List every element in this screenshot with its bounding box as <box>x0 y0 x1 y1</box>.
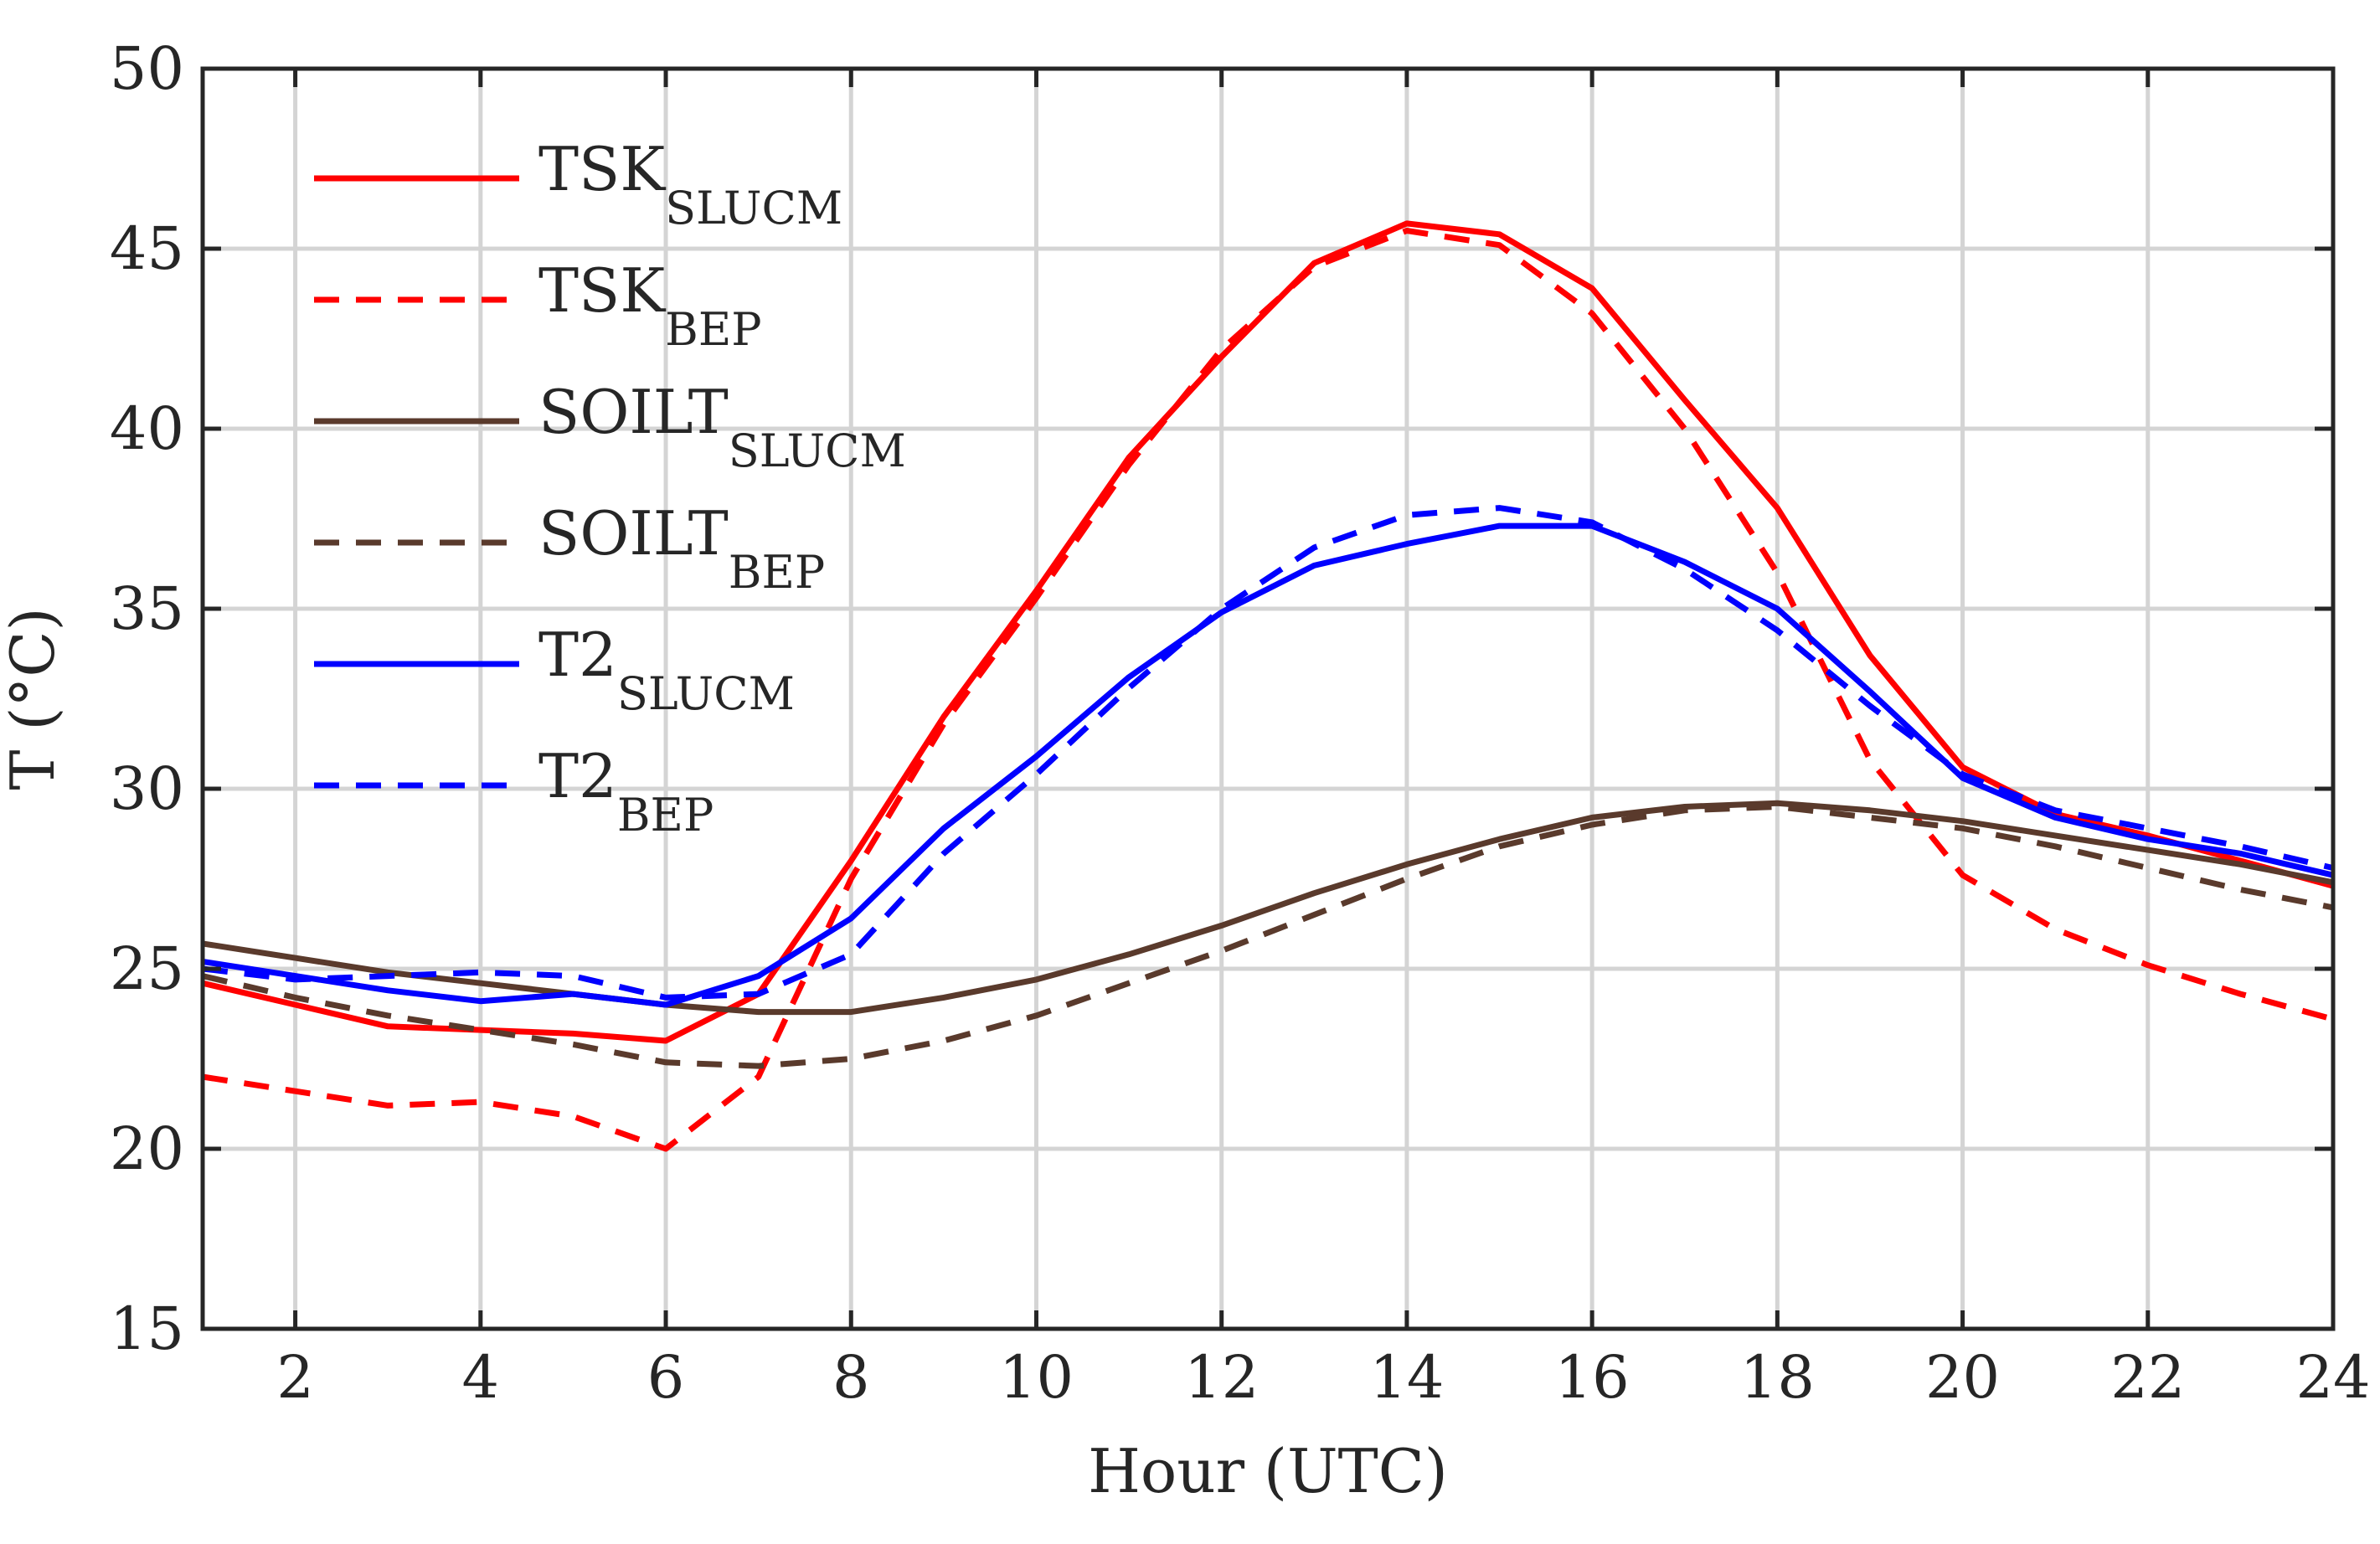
axes-box <box>200 66 2336 1331</box>
y-tick-label: 20 <box>110 1114 184 1183</box>
legend-label: TSKSLUCM <box>538 134 842 234</box>
legend-name: SOILT <box>538 498 729 569</box>
series-line-t2-slucm <box>202 522 2334 1008</box>
x-tick-label: 2 <box>276 1343 314 1412</box>
legend-label: T2SLUCM <box>538 620 795 720</box>
y-axis-label: T (°C) <box>0 607 68 790</box>
legend-subscript: BEP <box>729 546 825 599</box>
legend-name: SOILT <box>538 377 729 447</box>
y-tick-label: 30 <box>110 754 184 823</box>
legend-subscript: SLUCM <box>617 667 795 720</box>
legend-name: TSK <box>538 255 666 326</box>
x-tick-label: 10 <box>999 1343 1074 1412</box>
series-line-tsk-slucm <box>202 220 2334 1044</box>
legend: TSKSLUCMTSKBEPSOILTSLUCMSOILTBEPT2SLUCMT… <box>314 134 906 841</box>
x-tick-label: 4 <box>462 1343 500 1412</box>
legend-label: SOILTSLUCM <box>538 377 906 477</box>
legend-name: T2 <box>538 741 617 811</box>
legend-name: TSK <box>538 134 666 204</box>
series-line-tsk-bep <box>202 228 2334 1152</box>
x-tick-label: 8 <box>832 1343 870 1412</box>
x-tick-label: 12 <box>1184 1343 1259 1412</box>
series-layer <box>202 220 2334 1152</box>
x-tick-label: 20 <box>1925 1343 2000 1412</box>
legend-label: T2BEP <box>538 741 713 841</box>
x-tick-label: 18 <box>1740 1343 1815 1412</box>
series-line-t2-bep <box>202 505 2334 1001</box>
y-tick-label: 50 <box>110 34 184 103</box>
x-tick-label: 22 <box>2110 1343 2185 1412</box>
y-tick-label: 35 <box>110 574 184 643</box>
series-line-soilt-slucm <box>202 800 2334 1016</box>
x-tick-label: 16 <box>1555 1343 1630 1412</box>
legend-label: TSKBEP <box>538 255 762 356</box>
series-line-soilt-bep <box>202 804 2334 1069</box>
legend-subscript: BEP <box>665 303 761 356</box>
grid <box>203 69 2336 1329</box>
y-tick-label: 40 <box>110 394 184 463</box>
x-tick-label: 14 <box>1369 1343 1444 1412</box>
legend-name: T2 <box>538 620 617 690</box>
y-tick-label: 45 <box>110 214 184 283</box>
x-tick-label: 6 <box>647 1343 685 1412</box>
y-tick-label: 15 <box>110 1294 184 1363</box>
legend-subscript: SLUCM <box>729 425 906 477</box>
x-axis-label: Hour (UTC) <box>1088 1436 1448 1506</box>
y-tick-label: 25 <box>110 934 184 1003</box>
legend-label: SOILTBEP <box>538 498 825 599</box>
x-tick-label: 24 <box>2295 1343 2370 1412</box>
legend-subscript: SLUCM <box>665 182 842 234</box>
legend-subscript: BEP <box>617 789 713 841</box>
